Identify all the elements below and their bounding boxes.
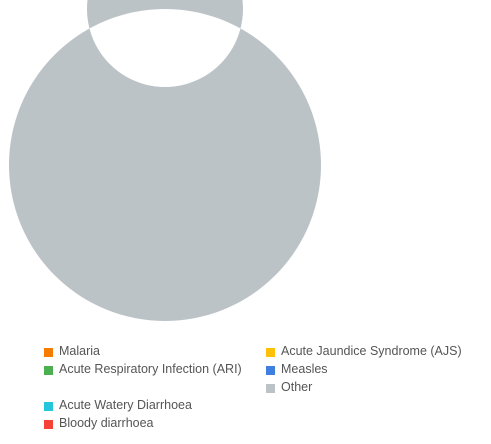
legend-swatch-ari — [44, 366, 53, 375]
donut-slice-other[interactable] — [9, 0, 321, 321]
legend-item-measles[interactable]: Measles — [266, 361, 489, 378]
legend-item-acute-watery-diarrhoea[interactable]: Acute Watery Diarrhoea — [44, 397, 244, 414]
legend-label: Malaria — [59, 344, 100, 358]
legend-label: Acute Jaundice Syndrome (AJS) — [281, 344, 462, 358]
legend-item-malaria[interactable]: Malaria — [44, 343, 244, 360]
legend-swatch-other — [266, 384, 275, 393]
chart-legend: Malaria Acute Respiratory Infection (ARI… — [44, 343, 489, 441]
legend-label: Bloody diarrhoea — [59, 416, 154, 430]
legend-swatch-measles — [266, 366, 275, 375]
donut-chart-svg — [9, 0, 321, 321]
donut-chart — [9, 0, 321, 321]
legend-item-bloody-diarrhoea[interactable]: Bloody diarrhoea — [44, 415, 244, 432]
legend-label: Measles — [281, 362, 328, 376]
legend-item-other[interactable]: Other — [266, 379, 489, 396]
legend-swatch-malaria — [44, 348, 53, 357]
legend-label: Acute Respiratory Infection (ARI) — [59, 362, 242, 376]
legend-swatch-ajs — [266, 348, 275, 357]
legend-swatch-bloody-diarrhoea — [44, 420, 53, 429]
legend-label: Acute Watery Diarrhoea — [59, 398, 192, 412]
legend-item-ajs[interactable]: Acute Jaundice Syndrome (AJS) — [266, 343, 489, 360]
legend-item-ari[interactable]: Acute Respiratory Infection (ARI) — [44, 361, 244, 378]
legend-swatch-acute-watery-diarrhoea — [44, 402, 53, 411]
legend-label: Other — [281, 380, 313, 394]
